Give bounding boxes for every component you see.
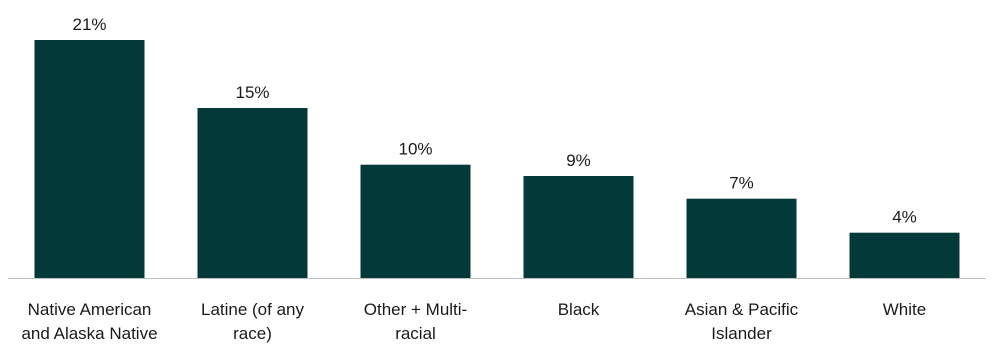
category-label-line: Latine (of any (201, 300, 305, 319)
category-label-3: Black (558, 300, 600, 319)
category-label-2: Other + Multi-racial (364, 300, 467, 343)
value-label-4: 7% (729, 174, 754, 193)
bar-2 (360, 164, 471, 278)
category-label-line: Black (558, 300, 600, 319)
category-label-5: White (883, 300, 926, 319)
category-label-line: Native American (28, 300, 152, 319)
bar-5 (849, 232, 960, 278)
value-label-3: 9% (566, 151, 591, 170)
value-label-1: 15% (235, 83, 269, 102)
bar-4 (686, 198, 797, 278)
category-label-line: Other + Multi- (364, 300, 467, 319)
value-labels-group: 21% 15% 10% 9% 7% 4% (72, 15, 916, 227)
category-label-4: Asian & Pacific Islander (685, 300, 799, 343)
bar-1 (197, 108, 308, 278)
category-label-line: White (883, 300, 926, 319)
category-label-line: Asian & Pacific (685, 300, 799, 319)
category-label-line: Islander (711, 324, 772, 343)
value-label-0: 21% (72, 15, 106, 34)
value-label-2: 10% (398, 140, 432, 159)
category-label-line: and Alaska Native (21, 324, 157, 343)
category-label-line: racial (395, 324, 436, 343)
bar-3 (523, 176, 634, 278)
category-label-line: race) (233, 324, 272, 343)
category-label-1: Latine (of any race) (201, 300, 305, 343)
bars-group (34, 40, 960, 278)
category-labels-group: Native American and Alaska Native Latine (… (21, 300, 926, 343)
value-label-5: 4% (892, 208, 917, 227)
bar-0 (34, 40, 145, 278)
category-label-0: Native American and Alaska Native (21, 300, 157, 343)
